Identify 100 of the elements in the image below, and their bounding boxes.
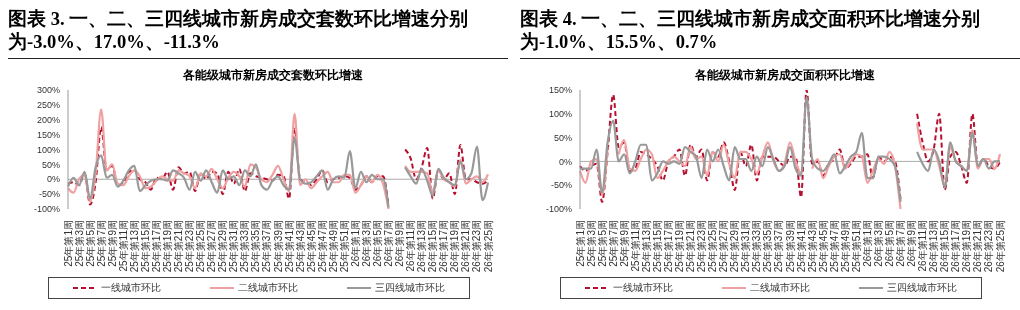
- x-tick-label: 26年第1周: [349, 220, 361, 267]
- chart-subtitle: 各能级城市新房成交面积环比增速: [694, 67, 876, 84]
- x-tick-label: 26年第7周: [895, 220, 907, 267]
- x-tick-label: 25年第3周: [73, 220, 85, 267]
- x-tick-label: 25年第7周: [607, 220, 619, 267]
- x-tick-label: 26年第19周: [961, 220, 973, 273]
- x-tick-label: 25年第19周: [161, 220, 173, 273]
- x-tick-label: 26年第13周: [928, 220, 940, 273]
- chart-title: 图表 3. 一、二、三四线城市新房成交套数环比增速分别为-3.0%、17.0%、-11.3%: [8, 8, 508, 59]
- x-tick-label: 26年第5周: [371, 220, 383, 267]
- x-tick-label: 25年第15周: [651, 220, 663, 273]
- x-tick-label: 25年第33周: [239, 220, 251, 273]
- x-tick-label: 26年第23周: [983, 220, 995, 273]
- x-tick-label: 25年第45周: [817, 220, 829, 273]
- x-tick-label: 25年第17周: [150, 220, 162, 273]
- y-tick-label: -50%: [550, 180, 572, 191]
- x-tick-label: 25年第13周: [128, 220, 140, 273]
- x-tick-label: 25年第43周: [806, 220, 818, 273]
- x-tick-label: 25年第45周: [305, 220, 317, 273]
- x-tick-label: 26年第9周: [394, 220, 406, 267]
- x-tick-label: 26年第5周: [883, 220, 895, 267]
- x-tick-label: 25年第21周: [173, 220, 185, 273]
- y-tick-label: 100%: [36, 144, 60, 155]
- y-tick-label: -100%: [33, 204, 60, 215]
- y-tick-label: 150%: [36, 129, 60, 140]
- x-tick-label: 25年第1周: [574, 220, 586, 267]
- x-tick-label: 26年第7周: [383, 220, 395, 267]
- x-tick-label: 26年第11周: [917, 220, 929, 272]
- y-tick-label: 50%: [41, 159, 60, 170]
- chart-title: 图表 4. 一、二、三四线城市新房成交面积环比增速分别为-1.0%、15.5%、0.7%: [520, 8, 1020, 59]
- x-tick-label: 25年第51周: [338, 220, 350, 273]
- legend-label: 一线城市环比: [100, 281, 162, 295]
- x-tick-label: 25年第15周: [139, 220, 151, 273]
- x-tick-label: 25年第49周: [327, 220, 339, 273]
- legend-label: 三四线城市环比: [885, 281, 957, 295]
- x-tick-label: 25年第11周: [117, 220, 129, 272]
- legend-label: 二线城市环比: [749, 281, 810, 295]
- x-tick-label: 26年第3周: [360, 220, 372, 267]
- y-tick-label: -50%: [38, 189, 60, 200]
- y-tick-label: 100%: [548, 108, 572, 119]
- x-tick-label: 25年第5周: [596, 220, 608, 267]
- x-tick-label: 25年第9周: [106, 220, 118, 267]
- x-tick-label: 26年第13周: [416, 220, 428, 273]
- x-tick-label: 26年第17周: [438, 220, 450, 273]
- y-tick-label: 200%: [36, 114, 60, 125]
- x-tick-label: 25年第3周: [585, 220, 597, 267]
- x-tick-label: 25年第29周: [217, 220, 229, 273]
- x-tick-label: 25年第1周: [62, 220, 74, 267]
- legend-label: 二线城市环比: [237, 281, 298, 295]
- x-tick-label: 26年第3周: [872, 220, 884, 267]
- x-tick-label: 26年第17周: [950, 220, 962, 273]
- y-tick-label: 250%: [36, 100, 60, 111]
- x-tick-label: 26年第25周: [994, 220, 1006, 273]
- x-tick-label: 26年第11周: [405, 220, 417, 272]
- chart-subtitle: 各能级城市新房成交套数环比增速: [182, 67, 364, 84]
- x-tick-label: 25年第5周: [84, 220, 96, 267]
- legend-label: 一线城市环比: [612, 281, 674, 295]
- x-tick-label: 26年第23周: [471, 220, 483, 273]
- x-tick-label: 26年第19周: [449, 220, 461, 273]
- x-tick-label: 25年第25周: [195, 220, 207, 273]
- x-tick-label: 25年第23周: [696, 220, 708, 273]
- x-tick-label: 26年第9周: [906, 220, 918, 267]
- y-tick-label: 50%: [553, 132, 572, 143]
- legend-label: 三四线城市环比: [373, 281, 445, 295]
- x-tick-label: 25年第9周: [618, 220, 630, 267]
- x-tick-label: 26年第15周: [427, 220, 439, 273]
- y-tick-label: 150%: [548, 85, 572, 96]
- x-tick-label: 25年第21周: [685, 220, 697, 273]
- x-tick-label: 25年第17周: [662, 220, 674, 273]
- x-tick-label: 25年第23周: [184, 220, 196, 273]
- x-tick-label: 25年第47周: [828, 220, 840, 273]
- x-tick-label: 26年第21周: [460, 220, 472, 273]
- x-tick-label: 25年第41周: [283, 220, 295, 273]
- x-tick-label: 26年第15周: [939, 220, 951, 273]
- y-tick-label: -100%: [545, 204, 572, 215]
- y-tick-label: 300%: [36, 85, 60, 96]
- x-tick-label: 25年第31周: [740, 220, 752, 273]
- x-tick-label: 25年第27周: [718, 220, 730, 273]
- x-tick-label: 25年第25周: [707, 220, 719, 273]
- x-tick-label: 25年第13周: [640, 220, 652, 273]
- x-tick-label: 25年第27周: [206, 220, 218, 273]
- x-tick-label: 25年第37周: [773, 220, 785, 273]
- x-tick-label: 25年第19周: [673, 220, 685, 273]
- y-tick-label: 0%: [46, 174, 60, 185]
- x-tick-label: 25年第51周: [850, 220, 862, 273]
- x-tick-label: 25年第29周: [729, 220, 741, 273]
- x-tick-label: 26年第1周: [861, 220, 873, 267]
- x-tick-label: 25年第41周: [795, 220, 807, 273]
- x-tick-label: 25年第39周: [272, 220, 284, 273]
- x-tick-label: 25年第33周: [751, 220, 763, 273]
- y-tick-label: 0%: [558, 156, 572, 167]
- x-tick-label: 26年第21周: [972, 220, 984, 273]
- x-tick-label: 25年第11周: [629, 220, 641, 272]
- x-tick-label: 25年第47周: [316, 220, 328, 273]
- x-tick-label: 25年第43周: [294, 220, 306, 273]
- x-tick-label: 25年第37周: [261, 220, 273, 273]
- x-tick-label: 25年第7周: [95, 220, 107, 267]
- x-tick-label: 25年第31周: [228, 220, 240, 273]
- x-tick-label: 25年第49周: [839, 220, 851, 273]
- x-tick-label: 26年第25周: [482, 220, 494, 273]
